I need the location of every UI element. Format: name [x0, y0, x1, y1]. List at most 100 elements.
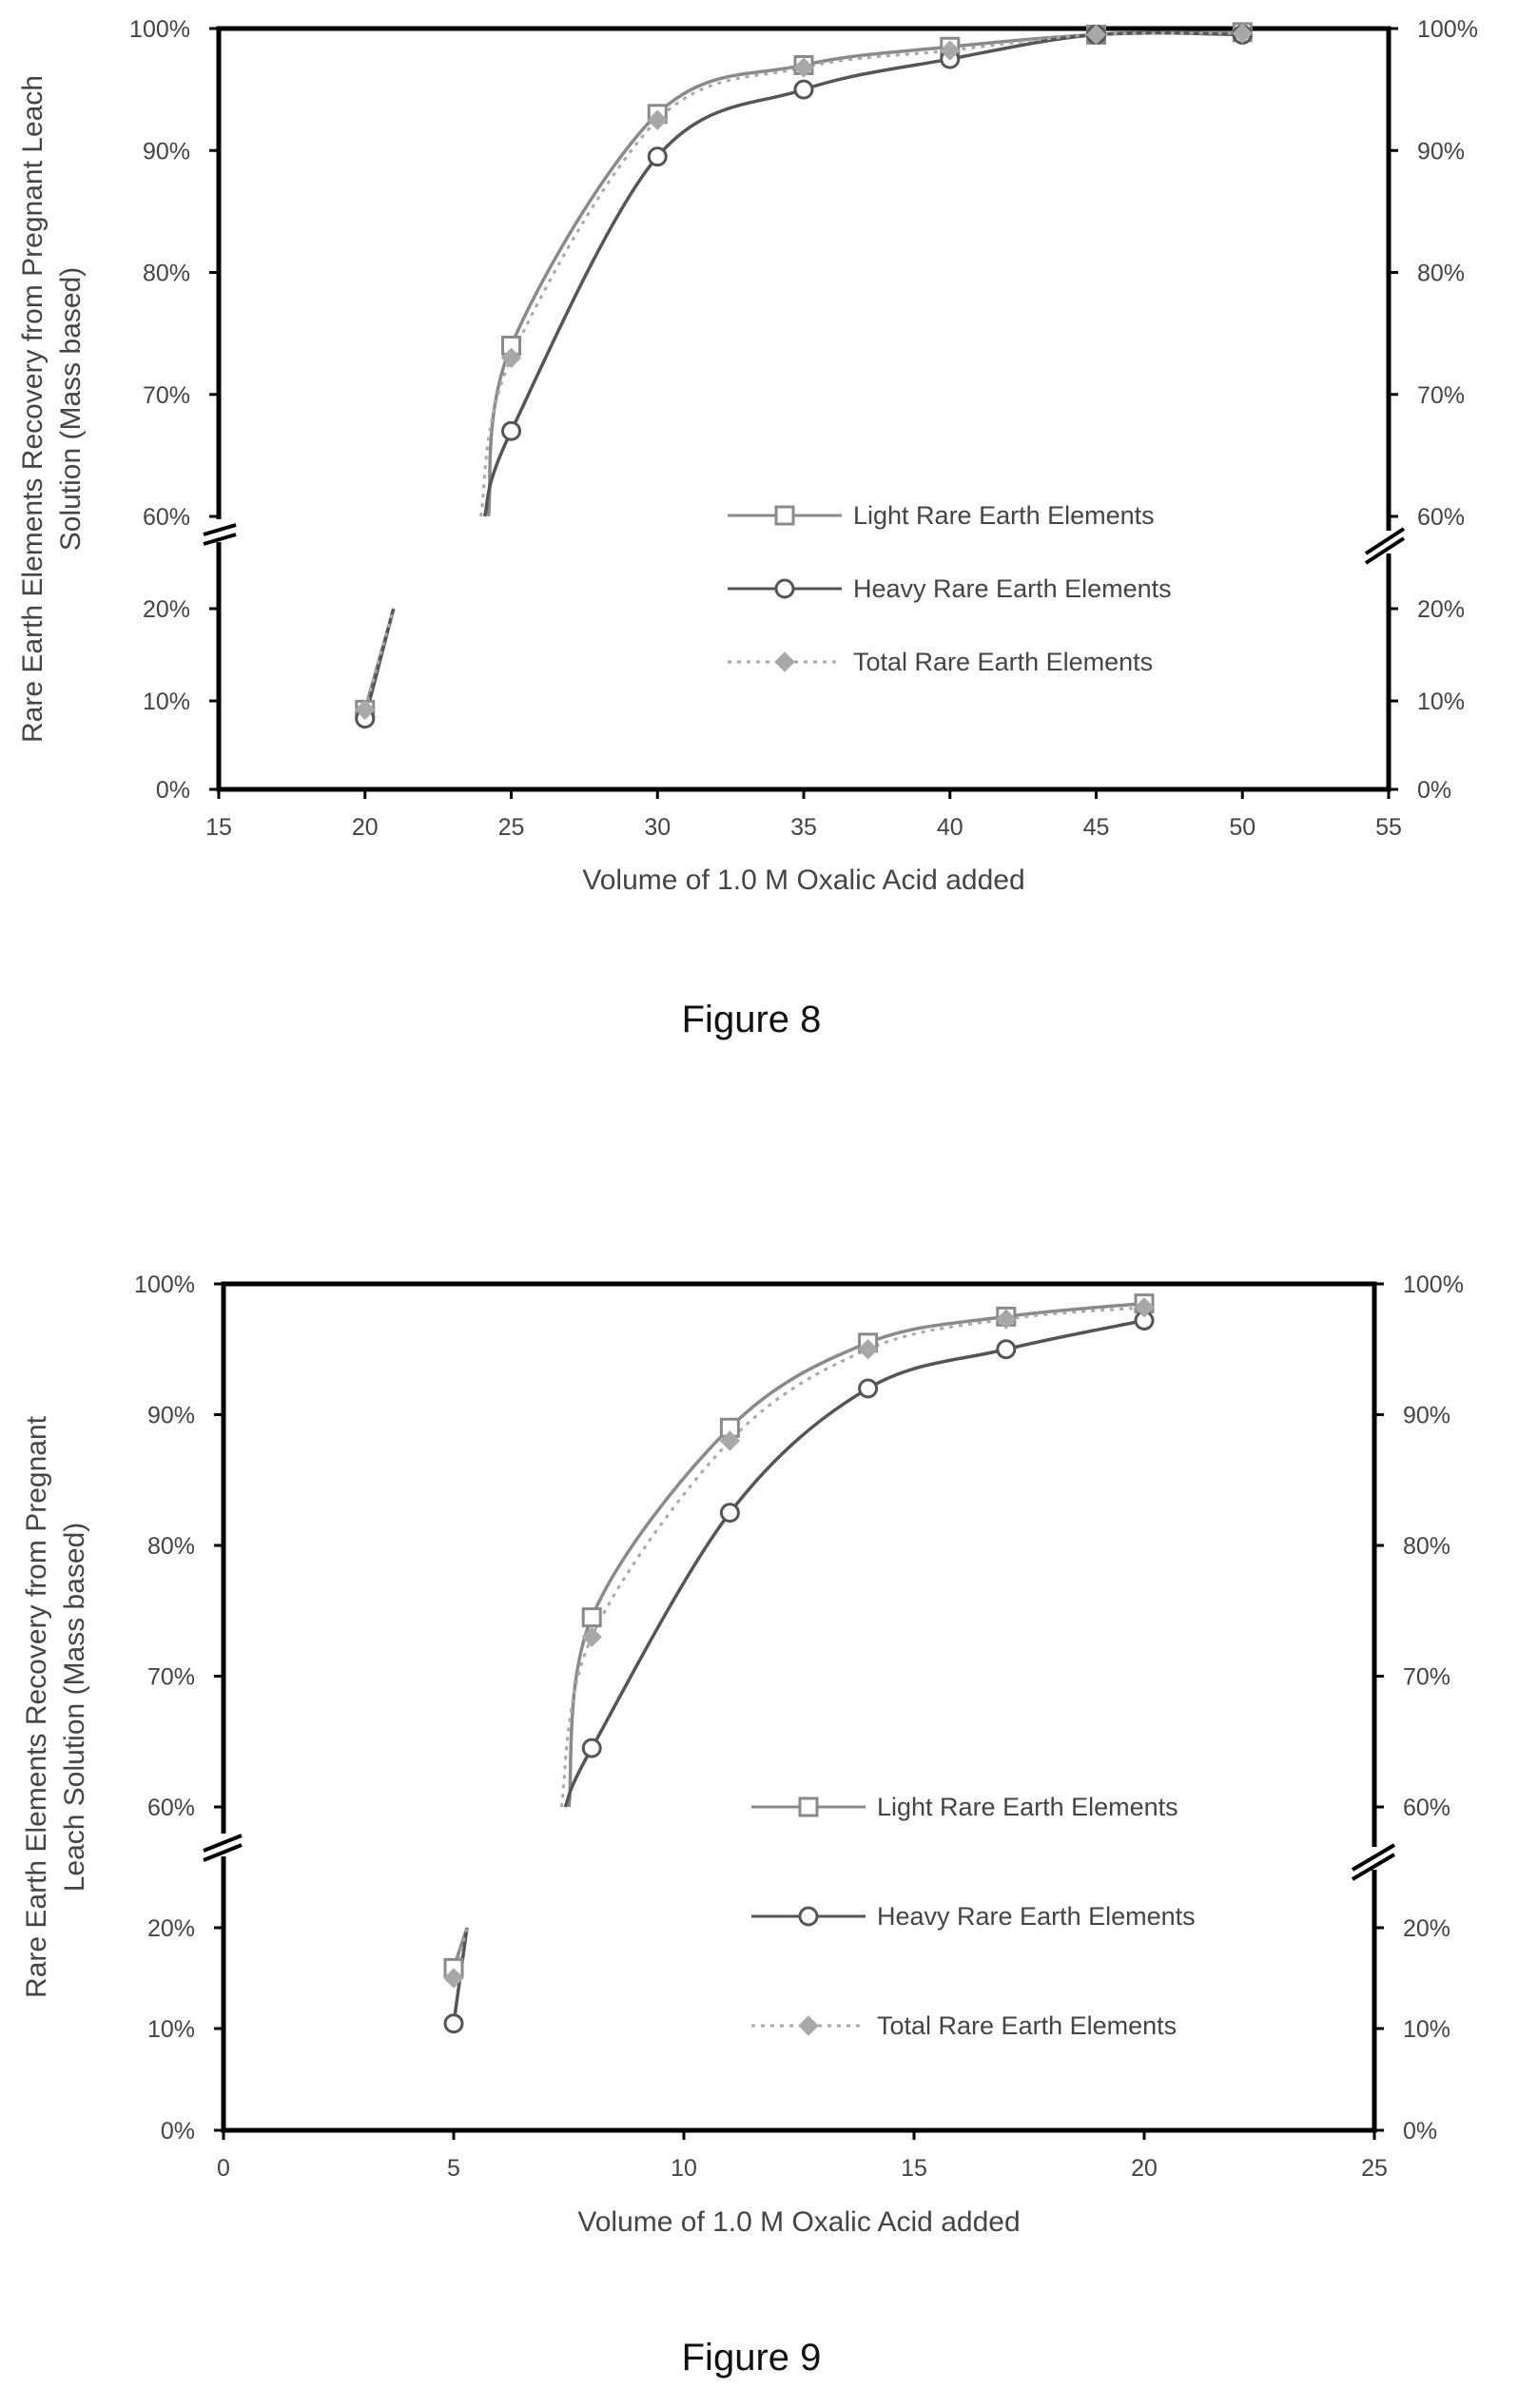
y-axis-title-line-2: Leach Solution (Mass based): [59, 1523, 90, 1893]
data-point-2: [647, 146, 668, 167]
legend-marker: [774, 505, 795, 526]
y-tick-label: 90%: [143, 138, 190, 165]
data-point-3: [647, 109, 668, 130]
series-line-upper-3: [479, 31, 1243, 517]
y-tick-label: 80%: [1403, 1533, 1450, 1560]
y-tick-label: 0%: [161, 2118, 195, 2145]
series-lines: [363, 30, 1243, 720]
series-line-upper-2: [563, 1318, 1145, 1808]
data-point-3: [1134, 1297, 1155, 1318]
x-tick-labels: 15 20 25 30 35 40 45 50 55: [205, 789, 1402, 841]
data-point-2: [996, 1339, 1017, 1360]
y-tick-labels-right: 0% 10% 20% 60% 70% 80% 90% 100%: [1389, 16, 1478, 804]
legend-marker: [798, 1796, 819, 1817]
x-tick-label: 30: [644, 814, 671, 841]
x-tick-label: 25: [498, 814, 525, 841]
y-tick-label: 70%: [147, 1664, 195, 1691]
series-markers: [443, 1293, 1155, 2034]
data-point-1: [581, 1607, 602, 1628]
legend-label: Heavy Rare Earth Elements: [853, 574, 1172, 603]
y-tick-label: 20%: [1417, 596, 1465, 623]
axis-break-left: [203, 519, 237, 546]
y-tick-label: 100%: [1403, 1272, 1464, 1298]
legend-label: Total Rare Earth Elements: [877, 2011, 1177, 2040]
y-axis-title-line-1: Rare Earth Elements Recovery from Pregna…: [21, 1415, 52, 1998]
y-axis-title-line-2: Solution (Mass based): [55, 267, 87, 551]
legend-marker: [774, 578, 795, 599]
x-tick-label: 10: [671, 2155, 697, 2182]
y-tick-labels-left: 0% 10% 20% 60% 70% 80% 90% 100%: [129, 16, 219, 804]
y-tick-label: 90%: [1403, 1403, 1450, 1429]
data-point-2: [581, 1738, 602, 1758]
series-line-upper-1: [486, 30, 1243, 517]
legend: Light Rare Earth Elements Heavy Rare Eart…: [728, 501, 1172, 676]
x-tick-label: 5: [447, 2155, 460, 2182]
plot-frame: [221, 1281, 1377, 2133]
legend-label: Light Rare Earth Elements: [853, 501, 1155, 530]
data-point-3: [793, 57, 814, 78]
figure-9-chart: 0 5 10 15 20 25 0% 10% 20% 60% 70% 80% 90% 100% 0% 10…: [21, 1272, 1464, 2379]
y-axis-title-line-1: Rare Earth Elements Recovery from Pregna…: [17, 75, 49, 743]
x-tick-label: 20: [1131, 2155, 1158, 2182]
y-tick-labels-left: 0% 10% 20% 60% 70% 80% 90% 100%: [134, 1272, 224, 2145]
y-tick-label: 60%: [1417, 504, 1465, 531]
y-tick-label: 60%: [147, 1795, 195, 1821]
y-tick-label: 10%: [1403, 2016, 1450, 2043]
y-tick-label: 60%: [143, 504, 190, 531]
figure-caption: Figure 9: [682, 2337, 822, 2379]
x-axis-title: Volume of 1.0 M Oxalic Acid added: [582, 864, 1024, 896]
data-point-3: [719, 1430, 741, 1451]
legend: Light Rare Earth Elements Heavy Rare Eart…: [751, 1793, 1196, 2040]
data-point-3: [443, 1968, 464, 1989]
series-line-upper-2: [482, 30, 1243, 517]
y-tick-label: 70%: [143, 382, 190, 409]
x-tick-label: 25: [1361, 2155, 1388, 2182]
legend-marker: [774, 651, 795, 672]
y-tick-label: 70%: [1403, 1664, 1450, 1691]
data-point-3: [500, 347, 522, 368]
data-point-2: [858, 1378, 879, 1399]
y-tick-label: 60%: [1403, 1795, 1450, 1821]
series-line-upper-1: [567, 1301, 1145, 1808]
legend-label: Light Rare Earth Elements: [877, 1793, 1178, 1821]
x-tick-label: 35: [790, 814, 817, 841]
y-tick-label: 70%: [1417, 382, 1465, 409]
y-tick-label: 10%: [147, 2016, 195, 2043]
y-tick-label: 80%: [143, 261, 190, 287]
y-tick-label: 100%: [1417, 16, 1478, 43]
data-point-3: [940, 40, 961, 61]
x-tick-label: 40: [937, 814, 963, 841]
y-tick-label: 0%: [156, 777, 190, 804]
y-tick-label: 20%: [143, 596, 190, 623]
y-tick-label: 80%: [147, 1533, 195, 1560]
series-markers: [355, 22, 1253, 729]
plot-frame: [216, 26, 1392, 792]
figure-caption: Figure 8: [682, 999, 822, 1040]
y-tick-label: 20%: [147, 1915, 195, 1942]
data-point-3: [355, 699, 376, 721]
y-tick-label: 100%: [134, 1272, 195, 1298]
y-tick-labels-right: 0% 10% 20% 60% 70% 80% 90% 100%: [1374, 1272, 1464, 2145]
data-point-3: [857, 1339, 879, 1360]
x-tick-label: 45: [1083, 814, 1110, 841]
y-tick-label: 0%: [1403, 2118, 1437, 2145]
legend-marker: [798, 2015, 819, 2036]
y-tick-label: 90%: [147, 1403, 195, 1429]
legend-label: Total Rare Earth Elements: [853, 648, 1153, 676]
y-tick-label: 10%: [143, 689, 190, 715]
x-tick-label: 50: [1229, 814, 1255, 841]
y-tick-label: 80%: [1417, 261, 1465, 287]
data-point-2: [719, 1503, 740, 1524]
axis-break-right: [1351, 1843, 1396, 1881]
data-point-3: [581, 1626, 602, 1647]
x-axis-title: Volume of 1.0 M Oxalic Acid added: [577, 2206, 1020, 2238]
x-tick-label: 15: [901, 2155, 927, 2182]
x-tick-label: 55: [1375, 814, 1402, 841]
y-tick-label: 100%: [129, 16, 190, 43]
y-axis-title: Rare Earth Elements Recovery from Pregna…: [17, 75, 87, 743]
x-tick-labels: 0 5 10 15 20 25: [217, 2130, 1388, 2182]
series-line-lower-3: [363, 608, 396, 710]
data-point-2: [501, 420, 521, 441]
x-tick-label: 20: [352, 814, 379, 841]
